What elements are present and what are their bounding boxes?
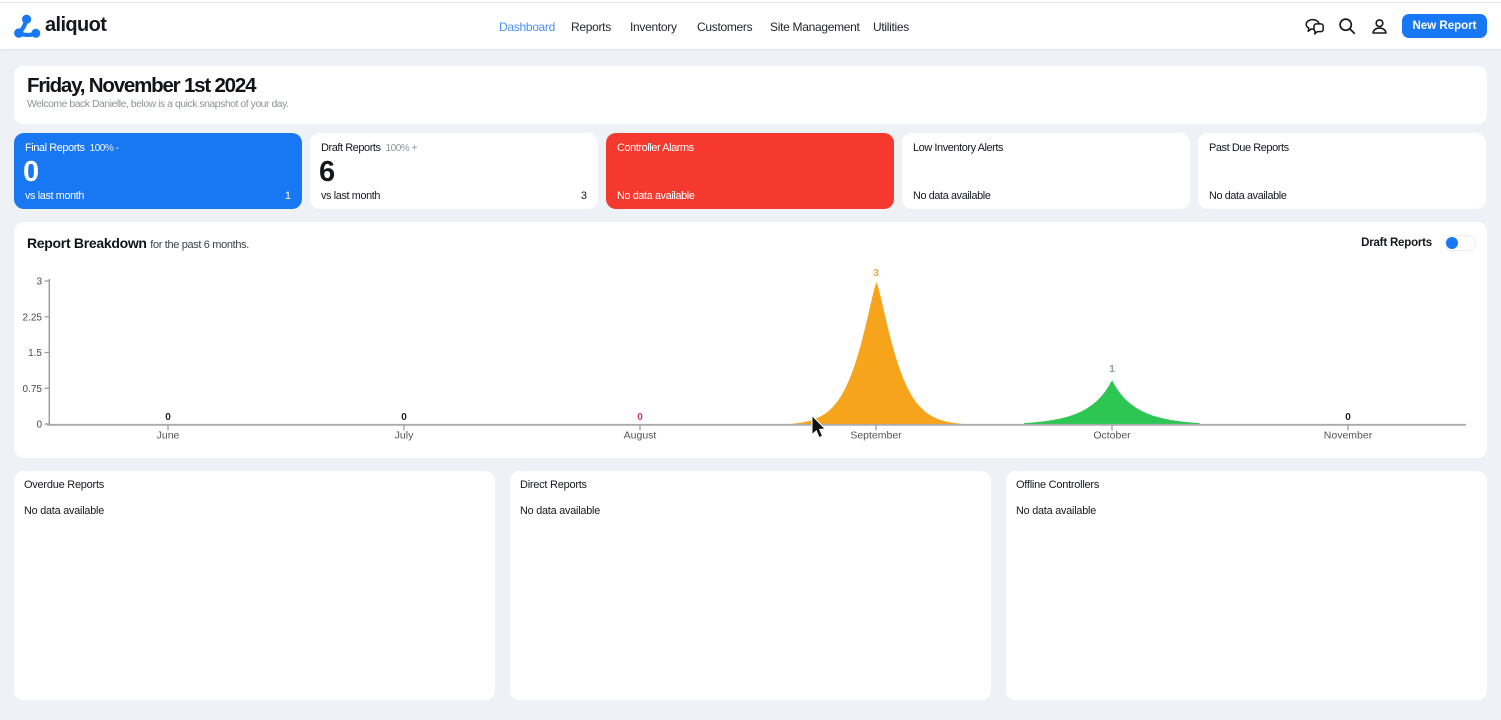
- svg-text:0: 0: [1345, 412, 1351, 423]
- svg-text:2.25: 2.25: [23, 312, 43, 323]
- svg-text:June: June: [157, 430, 180, 442]
- svg-text:0: 0: [637, 412, 643, 423]
- svg-text:0: 0: [165, 412, 171, 423]
- svg-text:1.5: 1.5: [28, 348, 42, 359]
- svg-text:August: August: [624, 430, 657, 442]
- svg-text:October: October: [1093, 430, 1131, 442]
- svg-text:0.75: 0.75: [23, 384, 43, 395]
- svg-text:0: 0: [36, 420, 42, 431]
- svg-text:July: July: [395, 430, 414, 442]
- svg-text:1: 1: [1109, 363, 1115, 375]
- svg-text:3: 3: [873, 267, 879, 279]
- svg-text:September: September: [850, 430, 902, 442]
- svg-text:0: 0: [401, 412, 407, 423]
- svg-text:November: November: [1324, 430, 1373, 442]
- svg-text:3: 3: [36, 277, 42, 288]
